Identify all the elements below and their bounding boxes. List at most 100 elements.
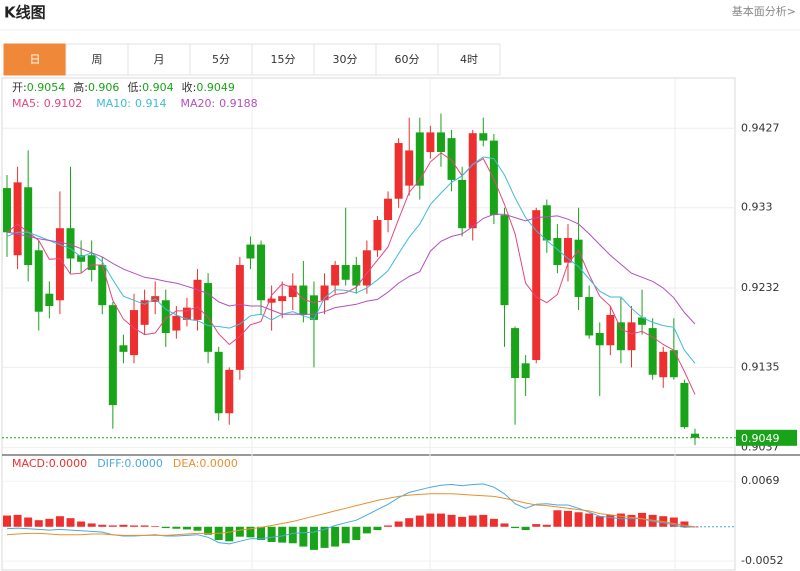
candle-body [606, 314, 615, 346]
macd-bar [458, 516, 467, 527]
macd-bar [585, 513, 594, 527]
period-tab[interactable]: 30分 [313, 43, 377, 76]
candle-body [172, 315, 181, 331]
macd-bar [13, 514, 22, 527]
macd-bar [267, 526, 276, 542]
ma-legend-value: 0.9102 [44, 97, 83, 110]
y-tick-label: 0.933 [741, 201, 773, 214]
macd-bar [66, 518, 75, 527]
macd-bar [574, 512, 583, 527]
candle-body [542, 205, 551, 241]
macd-bar [532, 524, 541, 527]
candle-body [13, 182, 22, 256]
macd-bar [394, 521, 403, 527]
candle-body [553, 238, 562, 266]
ma-legend-value: 0.9188 [219, 97, 258, 110]
candle-body [3, 188, 11, 233]
period-tab[interactable]: 月 [127, 43, 191, 76]
macd-bar [55, 516, 64, 527]
candle-body [45, 293, 54, 306]
candle-body [468, 133, 477, 229]
fundamental-link[interactable]: 基本面分析> [732, 4, 796, 18]
ma-legend-name: MA10: [96, 97, 131, 110]
macd-bar [151, 526, 160, 527]
tab-label: 4时 [460, 53, 478, 66]
macd-bar [24, 517, 33, 527]
macd-legend-name: DEA: [173, 457, 199, 470]
tab-box [127, 43, 191, 76]
macd-bar [172, 526, 181, 529]
tab-label: 月 [154, 53, 165, 66]
macd-bar [500, 523, 509, 527]
period-tab[interactable]: 周 [65, 43, 129, 76]
info-value: 0.9049 [196, 81, 235, 94]
ma-legend-name: MA5: [12, 97, 40, 110]
period-tabs: 日 周 月 5分 15分 30分 60分 4时 [3, 43, 501, 76]
tab-box [65, 43, 129, 76]
candle-body [394, 143, 403, 199]
macd-bar [521, 526, 530, 531]
candle-body [225, 369, 234, 414]
macd-bar [542, 524, 551, 527]
macd-bar [257, 526, 266, 540]
candle-body [638, 317, 647, 325]
candle-body [214, 351, 223, 414]
tab-label: 30分 [333, 53, 358, 66]
candle-body [66, 228, 75, 259]
info-label: 收: [182, 80, 197, 94]
info-label: 高: [73, 80, 88, 94]
candle-body [140, 300, 149, 325]
y-tick-label: 0.9232 [741, 281, 780, 294]
candle-body [511, 328, 520, 379]
candle-body [108, 305, 117, 406]
info-value: 0.906 [88, 81, 120, 94]
candle-body [320, 285, 329, 301]
candle-body [659, 351, 668, 378]
macd-line [6, 493, 696, 536]
candle-body [585, 296, 594, 336]
macd-bar [606, 514, 615, 527]
period-tab[interactable]: 日 [3, 43, 67, 76]
period-tab[interactable]: 5分 [189, 43, 253, 76]
candle-body [627, 322, 636, 351]
macd-bar [405, 518, 414, 527]
candle-body [341, 265, 350, 280]
candle-body [405, 150, 414, 186]
candle-body [521, 363, 530, 379]
candle-body [182, 307, 191, 320]
candle-body [691, 433, 699, 438]
candle-body [489, 140, 498, 216]
macd-bar [447, 514, 456, 527]
macd-bar [680, 521, 689, 527]
candle-body [458, 179, 467, 229]
period-tab[interactable]: 4时 [437, 43, 501, 76]
candle-body [373, 220, 382, 251]
macd-bar [140, 525, 149, 527]
macd-bar [3, 515, 11, 527]
macd-bar [34, 520, 43, 527]
period-tab[interactable]: 60分 [375, 43, 439, 76]
candle-body [426, 132, 435, 153]
candle-body [532, 210, 541, 361]
candle-body [77, 255, 86, 262]
macd-bar [627, 514, 636, 527]
candle-body [331, 265, 340, 286]
macd-bar [182, 526, 191, 530]
period-tab[interactable]: 15分 [251, 43, 315, 76]
candle-body [680, 382, 689, 428]
current-price-label: 0.9049 [741, 432, 780, 445]
macd-bar [373, 526, 382, 531]
macd-bar [87, 523, 96, 527]
candle-body [299, 285, 308, 315]
widget-title: K线图 [4, 4, 46, 22]
macd-bar [384, 525, 393, 527]
macd-bar [246, 526, 255, 538]
candle-body [130, 310, 139, 356]
y-tick-label: 0.9427 [741, 121, 780, 134]
candle-body [563, 238, 572, 263]
macd-bar [352, 526, 361, 540]
macd-bar [595, 516, 604, 527]
macd-legend-value: 0.0000 [124, 457, 163, 470]
macd-bar [119, 524, 128, 527]
